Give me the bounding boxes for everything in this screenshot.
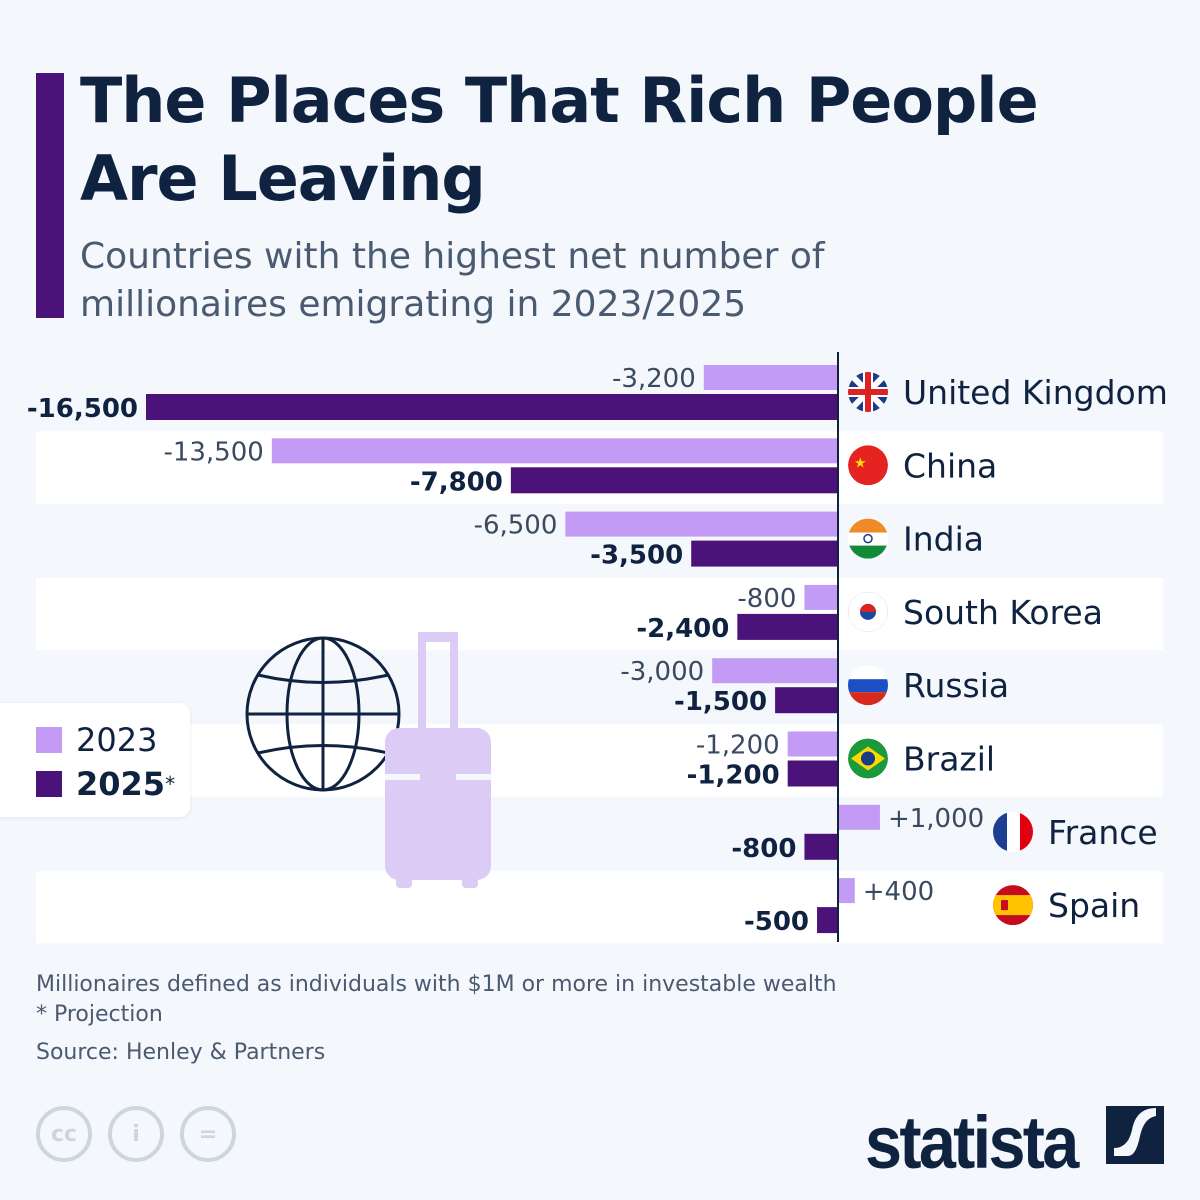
- legend-item-2023: 2023: [36, 721, 157, 759]
- legend-label-2023: 2023: [76, 721, 158, 759]
- value-label-spain-2023: +400: [863, 877, 934, 907]
- bar-south-korea-2025: [737, 613, 838, 640]
- value-label-france-2025: -800: [731, 834, 796, 864]
- category-label-russia: Russia: [903, 666, 1009, 705]
- china-flag-icon: ★: [848, 445, 888, 486]
- value-label-brazil-2025: -1,200: [687, 761, 780, 791]
- bar-chart: -3,200 -16,500 United Kingdom -13,500 -7,800…: [27, 352, 1168, 944]
- svg-text:★: ★: [854, 455, 867, 471]
- bar-france-2023: [838, 804, 880, 830]
- value-label-india-2025: -3,500: [590, 541, 683, 571]
- legend-label-2025: 2025: [76, 765, 166, 803]
- bar-united-kingdom-2023: [703, 365, 838, 390]
- category-label-brazil: Brazil: [903, 740, 995, 779]
- value-label-united-kingdom-2025: -16,500: [27, 394, 138, 424]
- bar-south-korea-2023: [804, 584, 838, 610]
- value-label-china-2025: -7,800: [410, 467, 503, 497]
- bar-brazil-2025: [787, 760, 838, 787]
- value-label-france-2023: +1,000: [888, 804, 984, 834]
- source: Source: Henley & Partners: [36, 1040, 326, 1065]
- value-label-south-korea-2025: -2,400: [636, 614, 729, 644]
- bar-united-kingdom-2025: [146, 394, 838, 420]
- bar-china-2025: [510, 467, 838, 494]
- india-flag-icon: [848, 518, 888, 559]
- globe-icon: [245, 636, 401, 792]
- bar-china-2023: [271, 438, 838, 464]
- value-label-china-2023: -13,500: [163, 437, 263, 467]
- value-label-russia-2023: -3,000: [620, 657, 704, 687]
- category-label-south-korea: South Korea: [903, 593, 1103, 632]
- legend: 2023 2025 *: [0, 703, 190, 817]
- definition-note: Millionaires defined as individuals with…: [36, 972, 837, 997]
- bar-india-2023: [565, 511, 838, 537]
- value-label-brazil-2023: -1,200: [696, 731, 780, 761]
- footnotes: Millionaires defined as individuals with…: [36, 970, 837, 1030]
- globe-suitcase-illustration: [245, 632, 491, 888]
- page-title: The Places That Rich People Are Leaving: [80, 64, 1039, 215]
- category-label-india: India: [903, 520, 984, 559]
- title-accent-bar: [36, 73, 64, 318]
- bar-russia-2023: [712, 658, 838, 684]
- bar-brazil-2023: [787, 731, 838, 757]
- projection-note: * Projection: [36, 1002, 163, 1027]
- russia-flag-icon: [848, 665, 888, 706]
- subtitle: Countries with the highest net number of…: [80, 236, 825, 325]
- no-derivatives-icon[interactable]: =: [180, 1106, 236, 1162]
- attribution-icon[interactable]: i: [108, 1106, 164, 1162]
- row-band-spain: [36, 871, 1163, 944]
- category-label-france: France: [1048, 813, 1158, 852]
- legend-swatch-2025: [36, 771, 62, 797]
- bar-russia-2025: [775, 687, 838, 714]
- value-label-russia-2025: -1,500: [674, 687, 767, 717]
- spain-flag-icon: [993, 885, 1033, 926]
- suitcase-icon: [385, 632, 491, 888]
- category-label-spain: Spain: [1048, 886, 1140, 925]
- bar-india-2025: [691, 540, 838, 567]
- category-label-china: China: [903, 446, 997, 485]
- france-flag-icon: [993, 811, 1033, 852]
- statista-logo[interactable]: statista: [865, 1101, 1079, 1184]
- value-label-india-2023: -6,500: [474, 511, 558, 541]
- south-korea-flag-icon: [848, 591, 888, 632]
- legend-swatch-2023: [36, 727, 62, 753]
- bar-spain-2023: [838, 878, 855, 904]
- row-band-brazil: [36, 724, 1163, 797]
- legend-asterisk: *: [165, 772, 176, 796]
- bar-spain-2025: [817, 907, 838, 934]
- legend-item-2025: 2025 *: [36, 765, 175, 803]
- value-label-united-kingdom-2023: -3,200: [612, 364, 696, 394]
- value-label-spain-2025: -500: [744, 907, 809, 937]
- uk-flag-icon: [848, 372, 888, 412]
- value-label-south-korea-2023: -800: [737, 584, 796, 614]
- cc-license-icon[interactable]: cc: [36, 1106, 92, 1162]
- statista-logo-mark: [1106, 1106, 1164, 1164]
- category-label-united-kingdom: United Kingdom: [903, 373, 1168, 412]
- row-band-south-korea: [36, 577, 1163, 651]
- bar-france-2025: [804, 833, 838, 860]
- brazil-flag-icon: [848, 738, 888, 779]
